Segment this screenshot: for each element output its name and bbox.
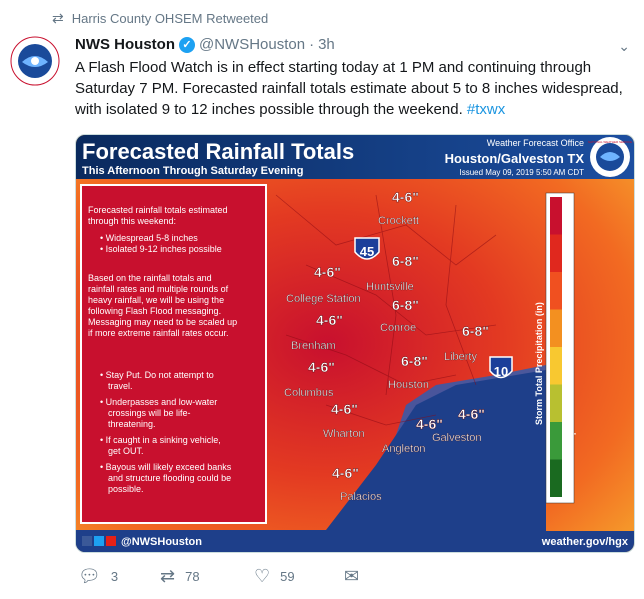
tb-bullet-f: • Bayous will likely exceed banks and str… bbox=[100, 462, 232, 494]
city-label: Wharton bbox=[323, 428, 365, 440]
i45-label: 45 bbox=[360, 244, 374, 259]
rainfall-amount-label: 4-6" bbox=[331, 401, 358, 417]
tb-bullet-a: • Widespread 5-8 inches bbox=[100, 233, 198, 243]
tb-intro-1: Forecasted rainfall totals estimated bbox=[88, 205, 228, 215]
rainfall-amount-label: 6-8" bbox=[401, 353, 428, 369]
legend-color-segment bbox=[550, 197, 562, 235]
i10-shield-icon: 10 bbox=[489, 356, 513, 379]
rainfall-amount-label: 6-8" bbox=[392, 253, 419, 269]
rainfall-graphic: Forecasted Rainfall Totals This Afternoo… bbox=[76, 135, 634, 552]
footer-handle: @NWSHouston bbox=[121, 536, 202, 548]
tb-bullet-c: • Stay Put. Do not attempt to travel. bbox=[100, 370, 214, 391]
separator: · bbox=[309, 36, 315, 53]
rainfall-amount-label: 6-8" bbox=[392, 297, 419, 313]
rainfall-amount-label: 4-6" bbox=[308, 359, 335, 375]
legend-tick-label: 2" bbox=[564, 395, 571, 402]
legend-tick-label: 1" bbox=[564, 492, 571, 499]
reply-button[interactable]: 💬︎ 3 bbox=[78, 566, 118, 587]
heart-icon: ♡ bbox=[254, 566, 271, 586]
twitter-icon bbox=[94, 536, 104, 546]
city-label: Palacios bbox=[340, 491, 382, 503]
svg-text:Forecasted rainfall totals est: Forecasted rainfall totals estimated thro… bbox=[88, 205, 228, 226]
retweet-action-icon: ⇄ bbox=[160, 566, 176, 586]
city-label: Brenham bbox=[291, 340, 336, 352]
i45-shield-icon: 45 bbox=[354, 237, 380, 260]
precip-legend: 8" 6" 4" 3" 2" 1.5" 1" Storm Total Precipitati… bbox=[534, 192, 577, 504]
facebook-icon bbox=[82, 536, 92, 546]
rainfall-amount-label: 4-6" bbox=[458, 406, 485, 422]
retweet-count: 78 bbox=[185, 569, 200, 584]
legend-color-segment bbox=[550, 422, 562, 460]
legend-color-segment bbox=[550, 347, 562, 385]
legend-title: Storm Total Precipitation (in) bbox=[534, 302, 544, 425]
retweet-button[interactable]: ⇄ 78 bbox=[160, 566, 200, 587]
office-label: Weather Forecast Office bbox=[487, 138, 584, 148]
like-button[interactable]: ♡ 59 bbox=[254, 566, 295, 587]
like-count: 59 bbox=[280, 569, 295, 584]
i10-label: 10 bbox=[494, 364, 508, 379]
retweet-label: Harris County OHSEM Retweeted bbox=[71, 11, 269, 26]
avatar[interactable] bbox=[10, 36, 60, 86]
graphic-subtitle: This Afternoon Through Saturday Evening bbox=[82, 165, 303, 177]
legend-tick-label: 8" bbox=[564, 204, 571, 211]
legend-color-segment bbox=[550, 272, 562, 310]
rainfall-amount-label: 4-6" bbox=[416, 416, 443, 432]
city-label: Crockett bbox=[378, 215, 419, 227]
office-name: Houston/Galveston TX bbox=[445, 151, 585, 166]
envelope-icon: ✉ bbox=[344, 566, 360, 586]
info-textbox: Forecasted rainfall totals estimated thro… bbox=[88, 205, 240, 494]
tb-bullet-b: • Isolated 9-12 inches possible bbox=[100, 244, 222, 254]
tb-para: Based on the rainfall totals and rainfal… bbox=[88, 273, 240, 338]
verified-icon: ✓ bbox=[178, 36, 195, 53]
tb-bullet-e: • If caught in a sinking vehicle, get OUT… bbox=[100, 435, 221, 456]
legend-tick-label: 3" bbox=[564, 337, 571, 344]
tweet-body: A Flash Flood Watch is in effect startin… bbox=[75, 59, 623, 118]
tweet-image[interactable]: Forecasted Rainfall Totals This Afternoo… bbox=[75, 134, 635, 553]
tweet-actions: 💬︎ 3 ⇄ 78 ♡ 59 ✉ bbox=[78, 566, 638, 588]
rainfall-amount-label: 4-6" bbox=[316, 312, 343, 328]
rainfall-amount-label: 6-8" bbox=[462, 323, 489, 339]
tweet-header: NWS Houston ✓ @NWSHouston · 3h bbox=[75, 36, 615, 53]
rainfall-amount-label: 4-6" bbox=[392, 189, 419, 205]
author-handle[interactable]: @NWSHouston bbox=[198, 36, 306, 53]
city-label: Angleton bbox=[382, 443, 425, 455]
tb-bullet-d: • Underpasses and low-water crossings wil… bbox=[100, 397, 217, 429]
hashtag-link[interactable]: #txwx bbox=[466, 101, 506, 118]
legend-tick-label: 1.5" bbox=[564, 433, 577, 440]
graphic-title: Forecasted Rainfall Totals bbox=[82, 139, 354, 164]
city-label: Columbus bbox=[284, 387, 334, 399]
youtube-icon bbox=[106, 536, 116, 546]
dm-button[interactable]: ✉ bbox=[344, 566, 359, 587]
city-label: Liberty bbox=[444, 351, 478, 363]
city-label: Huntsville bbox=[366, 281, 414, 293]
retweet-context[interactable]: ⇄ Harris County OHSEM Retweeted bbox=[52, 10, 268, 27]
legend-color-segment bbox=[550, 234, 562, 272]
reply-count: 3 bbox=[110, 569, 119, 584]
author-name[interactable]: NWS Houston bbox=[75, 36, 175, 53]
city-label: Galveston bbox=[432, 432, 482, 444]
tweet-text: A Flash Flood Watch is in effect startin… bbox=[75, 57, 635, 120]
rainfall-amount-label: 4-6" bbox=[332, 465, 359, 481]
tb-intro-2: through this weekend: bbox=[88, 216, 176, 226]
chevron-down-icon[interactable]: ⌄ bbox=[618, 38, 630, 54]
legend-tick-label: 4" bbox=[564, 298, 571, 305]
logo-text: NATIONAL WEATHER SERVICE bbox=[588, 140, 632, 144]
city-label: Conroe bbox=[380, 322, 416, 334]
city-label: College Station bbox=[286, 293, 361, 305]
nws-small-logo-icon: NATIONAL WEATHER SERVICE bbox=[588, 137, 632, 177]
legend-color-segment bbox=[550, 384, 562, 422]
city-label: Houston bbox=[388, 379, 429, 391]
footer-url: weather.gov/hgx bbox=[541, 536, 629, 548]
rainfall-amount-label: 4-6" bbox=[314, 264, 341, 280]
retweet-icon: ⇄ bbox=[52, 10, 64, 26]
legend-color-segment bbox=[550, 459, 562, 497]
legend-color-segment bbox=[550, 309, 562, 347]
nws-logo-icon bbox=[10, 36, 60, 86]
tweet-time[interactable]: 3h bbox=[318, 36, 335, 53]
legend-tick-label: 6" bbox=[564, 243, 571, 250]
issued-time: Issued May 09, 2019 5:50 AM CDT bbox=[459, 168, 584, 177]
reply-icon: 💬︎ bbox=[78, 566, 101, 586]
